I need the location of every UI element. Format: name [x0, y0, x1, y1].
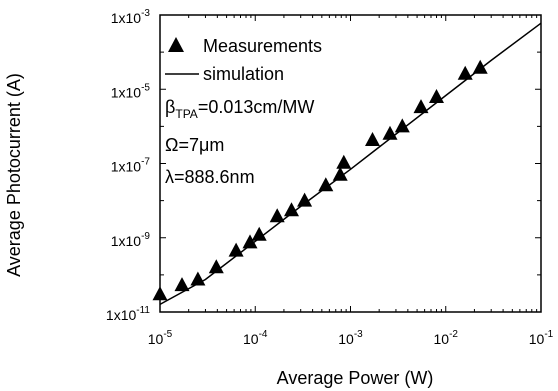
x-tick-label: 10-4	[243, 329, 268, 347]
y-tick-label: 1x10-7	[111, 157, 151, 175]
measurement-point	[242, 234, 258, 249]
measurement-point	[365, 132, 380, 146]
x-tick-base: 10	[243, 331, 259, 347]
measurement-point	[190, 271, 206, 286]
x-tick-label: 10-5	[148, 329, 173, 347]
measurement-point	[382, 125, 398, 140]
measurement-point	[174, 277, 190, 292]
measurement-point	[284, 202, 299, 217]
x-axis-title: Average Power (W)	[277, 368, 434, 388]
measurement-point	[332, 166, 348, 181]
y-tick-base: 1x10	[111, 10, 142, 26]
measurement-point	[336, 154, 352, 169]
beta-subscript: TPA	[175, 107, 197, 121]
y-tick-exponent: -5	[141, 82, 150, 93]
y-tick-base: 1x10	[111, 159, 142, 175]
annotations: βTPA=0.013cm/MW Ω=7μm λ=888.6nm	[165, 97, 314, 187]
annotation-lambda: λ=888.6nm	[165, 167, 255, 187]
y-tick-label: 1x10-3	[111, 8, 151, 26]
measurement-point	[457, 65, 473, 80]
y-tick-base: 1x10	[106, 307, 137, 323]
x-tick-label: 10-1	[529, 329, 554, 347]
measurement-point	[429, 89, 444, 103]
beta-symbol: β	[165, 97, 175, 117]
x-tick-exponent: -4	[259, 329, 268, 340]
beta-value: =0.013cm/MW	[198, 97, 315, 117]
legend-entry-simulation: simulation	[203, 64, 284, 84]
measurement-point	[394, 118, 410, 133]
y-tick-exponent: -3	[141, 8, 150, 19]
measurement-point	[208, 259, 224, 274]
measurement-point	[472, 59, 488, 74]
y-tick-base: 1x10	[111, 84, 142, 100]
x-tick-base: 10	[529, 331, 545, 347]
legend-entry-measurements: Measurements	[203, 36, 322, 56]
measurement-point	[318, 177, 334, 192]
y-axis-title: Average Photocurrent (A)	[4, 73, 24, 277]
y-tick-exponent: -11	[136, 305, 150, 316]
x-tick-base: 10	[148, 331, 164, 347]
x-tick-exponent: -1	[544, 329, 553, 340]
annotation-beta: βTPA=0.013cm/MW	[165, 97, 314, 121]
legend-triangle-marker	[168, 37, 184, 52]
y-tick-label: 1x10-5	[111, 82, 151, 100]
x-tick-exponent: -5	[163, 329, 172, 340]
measurement-point	[251, 226, 267, 241]
y-tick-exponent: -9	[141, 231, 150, 242]
annotation-omega: Ω=7μm	[165, 135, 224, 155]
measurement-point	[152, 286, 168, 301]
x-tick-label: 10-3	[338, 329, 363, 347]
x-tick-base: 10	[338, 331, 354, 347]
y-tick-label: 1x10-9	[111, 231, 151, 249]
y-tick-exponent: -7	[141, 157, 150, 168]
x-tick-exponent: -3	[354, 329, 363, 340]
measurement-point	[413, 99, 429, 114]
measurement-point	[297, 192, 313, 207]
y-tick-label: 1x10-11	[106, 305, 151, 323]
legend: Measurements simulation	[165, 36, 322, 84]
x-tick-exponent: -2	[449, 329, 458, 340]
y-tick-base: 1x10	[111, 233, 142, 249]
x-tick-label: 10-2	[434, 329, 459, 347]
measurement-point	[228, 242, 244, 257]
x-tick-base: 10	[434, 331, 450, 347]
measurement-point	[269, 208, 285, 223]
